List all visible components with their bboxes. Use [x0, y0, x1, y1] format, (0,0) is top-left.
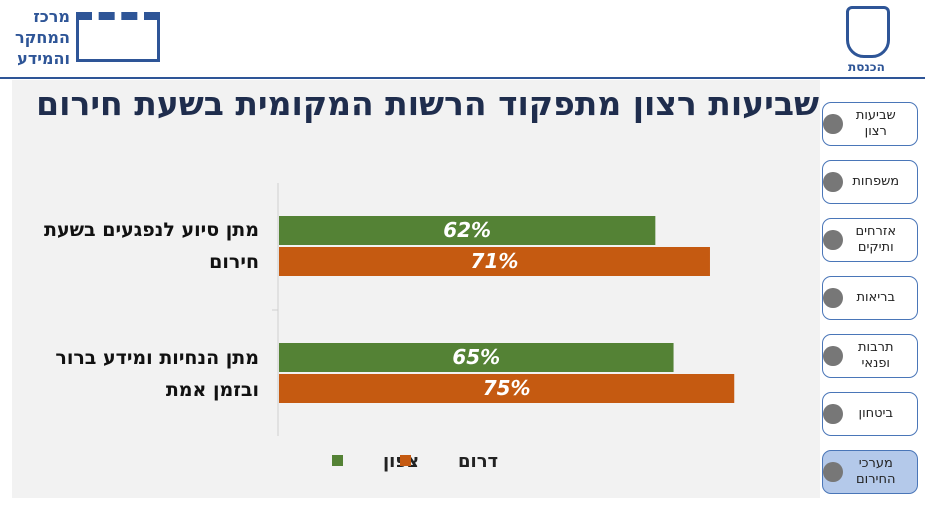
- nav-label: מערכי החירום: [856, 456, 896, 487]
- nav-icon: [823, 114, 843, 134]
- nav-label: ביטחון: [858, 406, 893, 421]
- nav-label: שביעות רצון: [855, 108, 896, 139]
- bar: [279, 343, 674, 372]
- nav-icon: [823, 462, 843, 482]
- center-logo: מרכז המחקר והמידע: [15, 7, 70, 68]
- bar: [279, 247, 710, 276]
- category-label: מתן הנחיות ומידע ברור ובזמן אמת: [55, 347, 259, 401]
- chart-title: שביעות רצון מתפקוד הרשות המקומית בשעת חי…: [36, 84, 819, 123]
- knesset-logo: הכנסת: [848, 60, 885, 74]
- nav-button[interactable]: ביטחון: [822, 392, 918, 436]
- bar: [279, 216, 656, 245]
- nav-button[interactable]: מערכי החירום: [822, 450, 918, 494]
- nav-button[interactable]: אזרחים ותיקים: [822, 218, 918, 262]
- nav-button[interactable]: משפחות: [822, 160, 918, 204]
- value-label: 75%: [483, 376, 531, 400]
- legend-swatch: [400, 455, 411, 466]
- nav-icon: [823, 346, 843, 366]
- nav-label: בריאות: [856, 290, 896, 305]
- nav-label: תרבות ופנאי: [858, 340, 894, 371]
- value-label: 71%: [471, 249, 519, 273]
- content-panel: [12, 80, 820, 498]
- bar: [279, 374, 735, 403]
- nav-icon: [823, 230, 843, 250]
- value-label: 65%: [452, 345, 500, 369]
- legend-label: דרום: [458, 451, 498, 472]
- nav-icon: [823, 404, 843, 424]
- nav-label: משפחות: [852, 174, 900, 189]
- nav-button[interactable]: בריאות: [822, 276, 918, 320]
- nav-button[interactable]: שביעות רצון: [822, 102, 918, 146]
- center-logo-icon: [76, 12, 160, 62]
- nav-button[interactable]: תרבות ופנאי: [822, 334, 918, 378]
- header-rule: [0, 77, 925, 79]
- nav-icon: [823, 288, 843, 308]
- category-label: מתן סיוע לנפגעים בשעת חירום: [44, 219, 259, 273]
- knesset-emblem: [846, 6, 890, 58]
- value-label: 62%: [443, 218, 491, 242]
- nav-icon: [823, 172, 843, 192]
- nav-label: אזרחים ותיקים: [855, 224, 897, 255]
- legend-swatch: [332, 455, 343, 466]
